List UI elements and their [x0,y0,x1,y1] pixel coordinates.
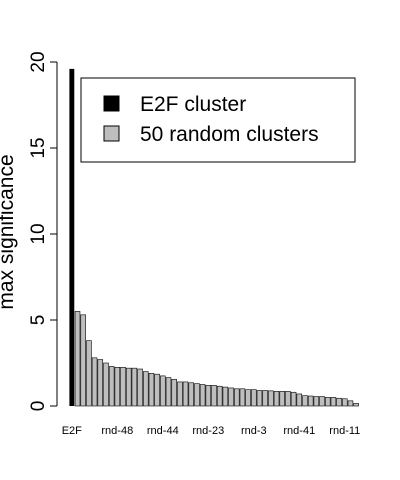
bar-random-cluster [91,357,98,407]
bar-random-cluster [251,389,257,407]
x-tick-label: rnd-11 [329,425,360,437]
bar-random-cluster [342,398,348,407]
legend-box [80,77,356,163]
bars [69,68,359,407]
bar-random-cluster [324,397,331,407]
bar-random-cluster [86,340,92,407]
bar-random-cluster [137,368,143,407]
bar-random-cluster [143,371,149,407]
legend-label-random: 50 random clusters [140,123,319,146]
bar-random-cluster [307,395,314,407]
x-tick-label: rnd-44 [147,425,179,437]
bar-random-cluster [234,388,240,407]
legend-swatch-e2f [103,95,120,112]
bar-random-cluster [353,403,359,407]
bar-random-cluster [319,396,325,407]
bar-random-cluster [205,385,212,407]
x-tick-label: rnd-23 [192,425,224,437]
bar-random-cluster [171,379,177,407]
bar-random-cluster [302,395,308,407]
bar-random-cluster [148,373,155,407]
bar-random-cluster [256,390,263,407]
bar-random-cluster [313,396,320,407]
bar-random-cluster [239,388,246,407]
bar-random-cluster [103,362,109,407]
bar-random-cluster [120,366,126,407]
x-tick-label: rnd-41 [283,425,315,437]
bar-random-cluster [216,385,223,407]
bar-random-cluster [160,375,166,407]
y-tick-label: 20 [28,51,49,72]
y-axis: 0 5 10 15 20 [28,51,58,412]
legend: E2F cluster 50 random clusters [80,77,356,163]
bar-random-cluster [285,391,291,407]
x-tick-labels: E2F rnd-48 rnd-44 rnd-23 rnd-3 rnd-41 rnd-11 [62,425,361,437]
bar-random-cluster [228,387,234,407]
bar-random-cluster [245,389,251,407]
bar-random-cluster [131,367,138,407]
y-tick-label: 15 [28,137,49,158]
bar-random-cluster [211,385,217,407]
y-tick-label: 5 [28,315,49,326]
bar-random-cluster [80,314,86,407]
bar-random-cluster [296,393,303,407]
bar-random-cluster [154,373,160,407]
bar-random-cluster [74,311,81,407]
bar-random-cluster [188,382,194,407]
bar-random-cluster [262,390,268,407]
bar-random-cluster [336,397,342,407]
bar-random-cluster [279,391,285,407]
bar-e2f-cluster [69,68,75,406]
bar-random-cluster [347,400,354,407]
y-axis-label: max significance [0,154,18,309]
bar-random-cluster [165,377,172,407]
bar-random-cluster [108,366,115,407]
bar-random-cluster [114,366,121,407]
x-tick-label: rnd-48 [101,425,133,437]
bar-random-cluster [177,381,183,407]
bar-random-cluster [199,384,206,407]
bar-random-cluster [97,359,104,407]
bar-random-cluster [268,390,274,407]
bar-random-cluster [194,383,200,407]
x-tick-label: rnd-3 [241,425,267,437]
bar-random-cluster [222,386,229,407]
bar-random-cluster [273,391,280,407]
bar-random-cluster [182,381,189,407]
y-tick-label: 10 [28,223,49,244]
y-tick-label: 0 [28,401,49,412]
legend-label-e2f: E2F cluster [140,93,246,116]
x-tick-label: E2F [62,425,82,437]
legend-swatch-random [103,125,120,142]
bar-random-cluster [330,397,337,407]
bar-random-cluster [125,367,132,407]
bar-random-cluster [290,391,297,407]
